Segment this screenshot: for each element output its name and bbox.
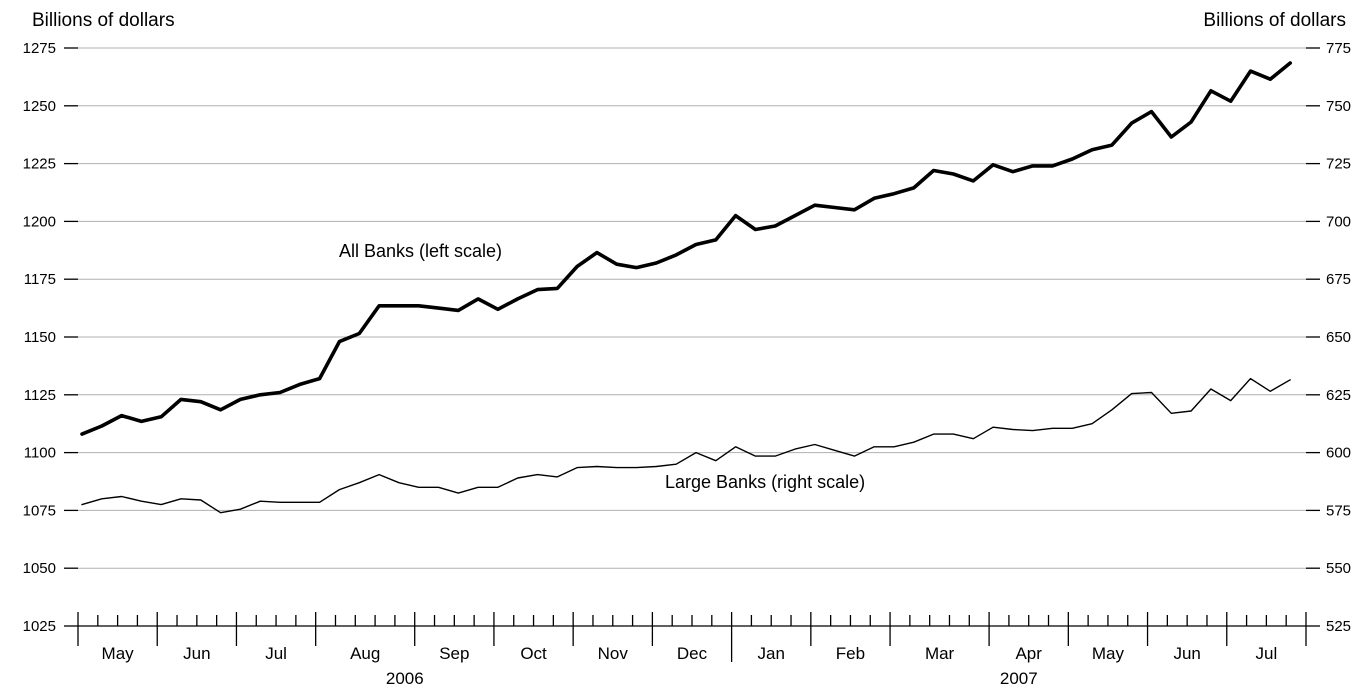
- month-label: Jun: [1173, 644, 1200, 663]
- month-label: Feb: [836, 644, 865, 663]
- left-tick-label: 1050: [23, 560, 56, 577]
- gridlines: [78, 47, 1306, 627]
- left-tick-label: 1200: [23, 213, 56, 230]
- right-tick-label: 625: [1326, 387, 1351, 404]
- year-label: 2006: [386, 669, 424, 688]
- month-label: Aug: [350, 644, 380, 663]
- series-line-large-banks: [81, 377, 1291, 514]
- right-tick-label: 675: [1326, 271, 1351, 288]
- month-label: Mar: [925, 644, 955, 663]
- series-label-large-banks: Large Banks (right scale): [665, 472, 865, 492]
- right-axis: 525 550 575 600 625 650 675 700 725 750 775: [1306, 40, 1351, 635]
- left-tick-label: 1075: [23, 502, 56, 519]
- series-label-all-banks: All Banks (left scale): [339, 241, 502, 261]
- right-axis-label: Billions of dollars: [1203, 10, 1346, 31]
- month-label: Jul: [265, 644, 287, 663]
- year-label: 2007: [1000, 669, 1038, 688]
- left-tick-label: 1025: [23, 618, 56, 635]
- right-tick-label: 725: [1326, 156, 1351, 173]
- month-label: Oct: [520, 644, 547, 663]
- right-tick-label: 550: [1326, 560, 1351, 577]
- month-label: Dec: [677, 644, 708, 663]
- left-axis: 1025 1050 1075 1100 1125 1150 1175 1200 1225 1250…: [23, 40, 78, 635]
- right-tick-label: 775: [1326, 40, 1351, 57]
- month-label: Apr: [1015, 644, 1042, 663]
- month-label: Jan: [758, 644, 785, 663]
- month-label: Jul: [1256, 644, 1278, 663]
- month-label: Nov: [598, 644, 629, 663]
- month-label: Jun: [183, 644, 210, 663]
- left-axis-label: Billions of dollars: [32, 10, 175, 31]
- right-tick-label: 600: [1326, 445, 1351, 462]
- right-tick-label: 750: [1326, 98, 1351, 115]
- right-tick-label: 650: [1326, 329, 1351, 346]
- left-tick-label: 1225: [23, 156, 56, 173]
- left-tick-label: 1125: [24, 387, 56, 404]
- month-label: Sep: [439, 644, 469, 663]
- series-lines: [80, 61, 1292, 514]
- right-tick-label: 575: [1326, 502, 1351, 519]
- right-tick-label: 700: [1326, 213, 1351, 230]
- left-tick-label: 1250: [23, 98, 56, 115]
- right-tick-label: 525: [1326, 618, 1351, 635]
- left-tick-label: 1100: [24, 445, 56, 462]
- left-tick-label: 1175: [24, 271, 56, 288]
- left-tick-label: 1275: [23, 40, 56, 57]
- left-tick-label: 1150: [24, 329, 56, 346]
- series-line-all-banks: [80, 61, 1292, 436]
- x-axis: May Jun Jul Aug Sep Oct Nov Dec Jan Feb Mar Apr May J…: [77, 612, 1307, 688]
- month-label: May: [1092, 644, 1125, 663]
- month-label: May: [102, 644, 135, 663]
